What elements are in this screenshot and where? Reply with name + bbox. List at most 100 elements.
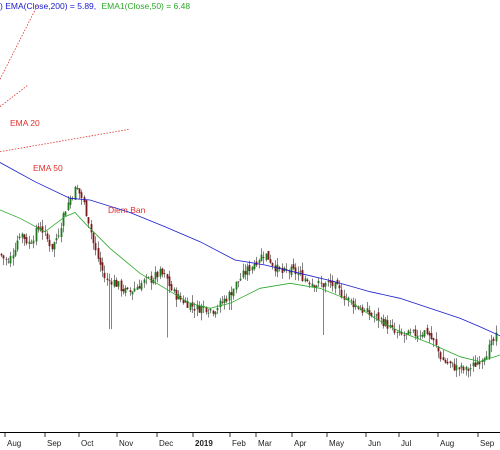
candle-up — [74, 186, 77, 200]
candle-down — [221, 301, 224, 303]
candle-down — [313, 285, 316, 288]
candle-down — [478, 361, 481, 365]
candle-down — [449, 361, 452, 364]
candle-down — [99, 257, 102, 265]
candle-down — [87, 217, 90, 224]
candle-up — [469, 367, 472, 370]
candle-up — [228, 291, 231, 301]
candle-up — [315, 285, 318, 288]
candle-up — [232, 288, 235, 297]
candle-up — [140, 282, 143, 290]
candle-down — [269, 259, 272, 263]
candle-down — [444, 360, 447, 363]
candle-up — [297, 272, 300, 276]
candle-down — [338, 285, 341, 289]
candle-down — [237, 281, 240, 283]
candle-up — [253, 263, 256, 269]
candle-up — [136, 287, 139, 290]
candle-up — [311, 283, 314, 287]
candle-down — [442, 357, 445, 361]
candle-down — [212, 310, 215, 314]
candle-up — [55, 238, 58, 241]
candle-up — [350, 299, 353, 301]
candle-down — [101, 262, 104, 271]
candle-up — [258, 260, 261, 263]
candle-down — [281, 267, 284, 273]
candle-down — [122, 289, 125, 292]
candle-down — [5, 258, 8, 260]
candle-down — [322, 283, 325, 288]
candle-up — [260, 254, 263, 261]
candle-up — [14, 249, 17, 256]
candle-up — [405, 333, 408, 334]
x-ticks: Aug Sep Oct Nov Dec 2019 Feb Mar Apr May Jun Jul Aug… — [4, 432, 495, 448]
candle-up — [64, 211, 67, 216]
trend-line-1 — [0, 3, 39, 80]
candle-down — [320, 282, 323, 284]
candle-down — [108, 280, 111, 282]
legend-ema200-text: ) EMA(Close,200) = 5.89, — [0, 1, 96, 11]
legend: ) EMA(Close,200) = 5.89, EMA1(Close,50) … — [0, 1, 190, 11]
candle-down — [331, 280, 334, 287]
candle-up — [290, 266, 293, 275]
candle-down — [414, 329, 417, 337]
candle-down — [262, 257, 265, 258]
candle-up — [147, 276, 150, 278]
candle-up — [117, 281, 120, 287]
candle-down — [78, 188, 81, 194]
candle-up — [32, 240, 35, 244]
candle-down — [129, 290, 132, 292]
candle-down — [301, 270, 304, 282]
candle-down — [393, 328, 396, 333]
candle-down — [244, 271, 247, 275]
ema50-line — [0, 209, 500, 363]
candlestick-series — [0, 184, 498, 378]
candle-down — [193, 308, 196, 311]
annotation-diem-ban: Diem Ban — [108, 205, 146, 215]
candle-up — [67, 202, 70, 211]
candle-up — [207, 312, 210, 314]
candle-down — [271, 263, 274, 266]
candle-down — [25, 237, 28, 244]
candle-down — [166, 274, 169, 279]
candle-up — [69, 197, 72, 205]
x-tick-label: Aug — [7, 439, 21, 448]
candle-up — [7, 261, 10, 263]
candle-down — [248, 264, 251, 272]
candle-down — [426, 327, 429, 334]
x-tick-label: Sep — [47, 439, 62, 448]
candle-up — [57, 235, 60, 237]
candle-up — [216, 308, 219, 311]
candle-up — [131, 291, 134, 295]
candle-up — [124, 287, 127, 294]
candle-up — [209, 309, 212, 311]
candle-down — [370, 313, 373, 317]
candle-down — [467, 369, 470, 371]
candle-down — [46, 233, 49, 240]
candle-up — [223, 298, 226, 303]
candle-up — [317, 280, 320, 284]
candle-down — [191, 302, 194, 307]
candle-up — [251, 266, 254, 271]
candle-down — [306, 279, 309, 282]
candle-down — [41, 226, 44, 233]
candle-up — [373, 316, 376, 318]
candle-down — [126, 287, 129, 290]
candle-up — [133, 288, 136, 292]
candle-down — [170, 284, 173, 291]
candle-down — [308, 282, 311, 285]
candle-down — [403, 334, 406, 336]
x-tick-label: Feb — [232, 439, 246, 448]
candle-down — [458, 367, 461, 370]
candle-down — [198, 305, 201, 313]
candle-down — [186, 300, 189, 308]
candle-down — [428, 332, 431, 336]
ema200-line — [0, 162, 500, 337]
candle-down — [267, 250, 270, 260]
candle-down — [156, 271, 159, 278]
candle-up — [159, 268, 162, 277]
candle-up — [242, 270, 245, 278]
candle-up — [472, 362, 475, 367]
x-tick-label: Apr — [294, 439, 307, 448]
